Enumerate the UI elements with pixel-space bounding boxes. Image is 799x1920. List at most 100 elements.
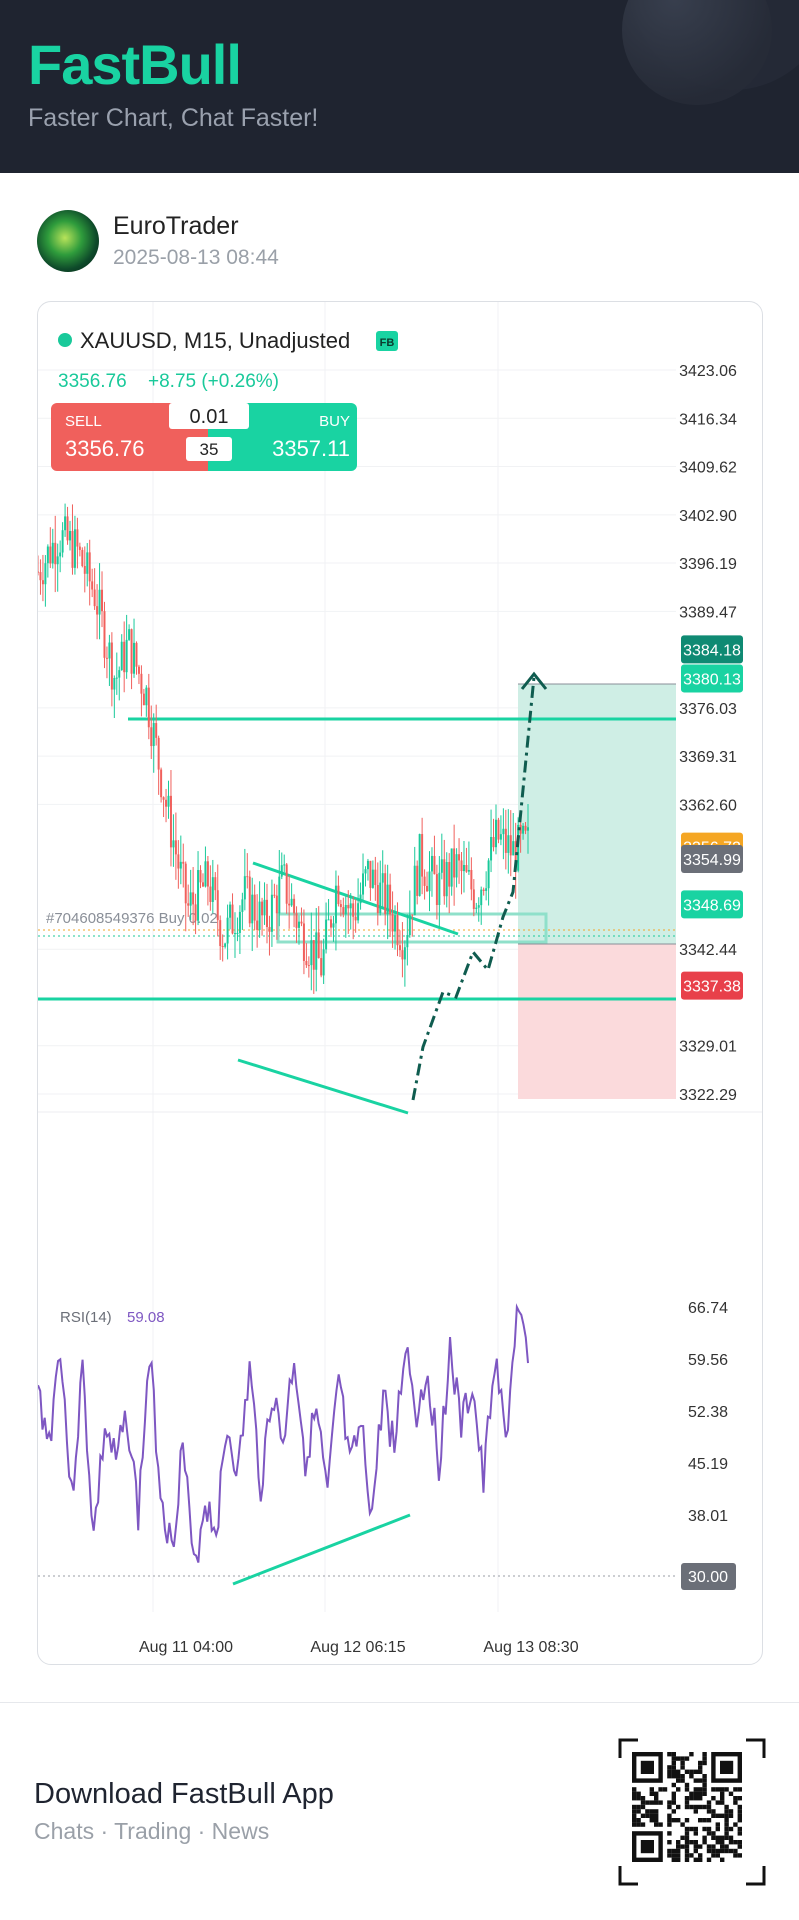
- candle: [197, 870, 200, 921]
- candle: [226, 917, 229, 944]
- candle: [527, 827, 529, 831]
- candle: [81, 549, 84, 567]
- candle: [290, 898, 293, 906]
- candle: [39, 572, 42, 581]
- candle: [327, 919, 330, 921]
- order-box[interactable]: [276, 912, 548, 944]
- candle: [56, 556, 59, 565]
- candle: [101, 589, 104, 612]
- candle: [337, 885, 340, 905]
- candle: [514, 841, 517, 871]
- candle: [438, 872, 441, 905]
- price-axis-label: 3396.19: [679, 556, 737, 573]
- candle: [522, 825, 525, 834]
- candle: [366, 860, 369, 870]
- candle: [490, 836, 493, 861]
- price-tag-value: 3384.18: [683, 642, 741, 659]
- candle: [204, 861, 207, 887]
- candle: [325, 919, 328, 950]
- price-axis-label: 3402.90: [679, 508, 737, 525]
- candle: [293, 898, 296, 914]
- candle: [455, 854, 458, 878]
- take-profit-zone: [518, 684, 676, 944]
- candle: [140, 673, 143, 694]
- qr-code[interactable]: [618, 1738, 766, 1886]
- candle: [332, 923, 335, 928]
- candle: [391, 914, 394, 932]
- candle: [233, 933, 236, 935]
- candle: [445, 862, 448, 897]
- candle: [413, 865, 416, 916]
- candle: [524, 825, 527, 831]
- time-axis: Aug 11 04:00 Aug 12 06:15 Aug 13 08:30: [139, 1639, 579, 1656]
- candle: [174, 840, 177, 855]
- candle: [403, 947, 406, 960]
- candle: [458, 854, 461, 861]
- lot-value: 0.01: [190, 406, 229, 428]
- spread-value: 35: [200, 440, 219, 459]
- chart-card: XAUUSD, M15, Unadjusted FB 3356.76 +8.75…: [37, 301, 763, 1665]
- candle: [73, 529, 76, 568]
- candle: [219, 920, 222, 946]
- price-tag: 3354.99: [681, 845, 743, 874]
- candle: [133, 642, 136, 674]
- candle: [352, 903, 355, 917]
- candle: [261, 901, 264, 916]
- candle: [401, 950, 404, 960]
- candle: [76, 529, 79, 547]
- trade-widget[interactable]: SELL 3356.76 BUY 3357.11 0.01 35: [51, 403, 357, 471]
- avatar[interactable]: [37, 210, 99, 272]
- candle: [300, 921, 303, 924]
- candle: [256, 920, 259, 930]
- candle: [115, 677, 118, 679]
- candle: [359, 894, 362, 904]
- candle: [396, 915, 399, 946]
- price-tag: 3384.18: [681, 635, 743, 664]
- candle: [246, 876, 249, 878]
- candle: [71, 531, 74, 568]
- price-chart: XAUUSD, M15, Unadjusted FB 3356.76 +8.75…: [38, 302, 762, 1656]
- spread-box: [186, 437, 232, 461]
- candle: [64, 516, 67, 531]
- rsi-level-tag: [681, 1563, 736, 1590]
- candle: [428, 871, 431, 892]
- trendline-lower[interactable]: [237, 1058, 409, 1115]
- rsi-trendline[interactable]: [232, 1513, 411, 1586]
- qr-code-icon: [618, 1738, 766, 1886]
- time-axis-label: Aug 13 08:30: [483, 1639, 578, 1656]
- candle: [273, 894, 276, 896]
- author-name[interactable]: EuroTrader: [113, 212, 239, 240]
- candle: [91, 581, 94, 590]
- candle: [418, 834, 421, 896]
- candle: [283, 864, 286, 866]
- candle: [322, 949, 325, 976]
- candle: [177, 854, 180, 869]
- lot-input[interactable]: [169, 403, 249, 429]
- price-axis-label: 3389.47: [679, 604, 737, 621]
- candle: [147, 687, 150, 728]
- divider: [0, 1702, 799, 1703]
- brand-logo: FastBull: [28, 33, 242, 96]
- candle: [477, 905, 480, 908]
- candle: [288, 903, 291, 906]
- candle: [93, 589, 96, 607]
- candle: [285, 864, 288, 904]
- candle: [492, 836, 495, 848]
- candle: [241, 899, 244, 912]
- download-title[interactable]: Download FastBull App: [34, 1778, 334, 1810]
- rsi-series: [38, 1303, 529, 1563]
- live-dot-icon: [58, 333, 72, 347]
- candle: [248, 876, 251, 924]
- candle: [44, 563, 47, 585]
- candle: [61, 530, 64, 553]
- candle: [485, 888, 488, 891]
- sell-price: 3356.76: [65, 436, 145, 461]
- rsi-line: [38, 1303, 529, 1563]
- post-datetime: 2025-08-13 08:44: [113, 246, 279, 269]
- candle: [475, 907, 478, 909]
- candle: [179, 861, 182, 869]
- candle: [339, 904, 342, 908]
- candle: [298, 921, 301, 928]
- candle: [369, 860, 372, 888]
- candle: [482, 889, 485, 891]
